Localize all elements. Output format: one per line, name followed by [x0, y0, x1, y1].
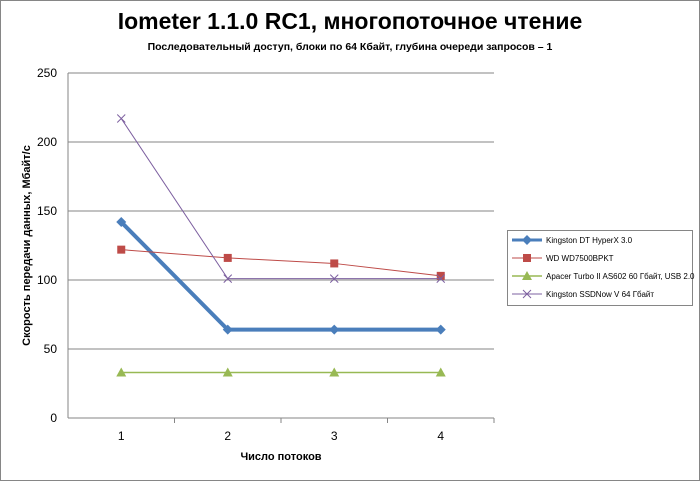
y-tick-label: 100 [37, 273, 57, 287]
legend-item: Apacer Turbo II AS602 60 Гбайт, USB 2.0 [512, 271, 695, 281]
legend-label: WD WD7500BPKT [546, 253, 614, 263]
legend-swatch [512, 254, 542, 262]
x-tick-label: 2 [224, 429, 231, 443]
legend-swatch [512, 271, 542, 280]
chart-title: Iometer 1.1.0 RC1, многопоточное чтение [117, 8, 583, 34]
y-tick-label: 150 [37, 204, 57, 218]
series-1 [117, 245, 445, 280]
y-tick-label: 200 [37, 135, 57, 149]
legend-item: WD WD7500BPKT [512, 253, 614, 263]
legend-swatch [512, 289, 542, 299]
data-point [222, 324, 233, 335]
legend-marker [522, 235, 532, 245]
data-point [116, 367, 127, 377]
data-point [223, 253, 232, 262]
y-tick-label: 250 [37, 66, 57, 80]
data-point [329, 324, 340, 335]
data-point [330, 259, 339, 268]
y-axis-title: Скорость передачи данных, Мбайт/с [21, 145, 33, 346]
legend-label: Kingston SSDNow V 64 Гбайт [546, 289, 655, 299]
series-line [119, 220, 441, 332]
legend-marker [522, 289, 532, 299]
data-point [435, 324, 446, 335]
data-point [436, 274, 446, 283]
y-tick-label: 0 [50, 411, 57, 425]
series-line [120, 118, 441, 280]
legend-item: Kingston SSDNow V 64 Гбайт [512, 289, 654, 299]
data-point [436, 271, 445, 280]
legend-marker [523, 254, 531, 262]
x-tick-label: 3 [331, 429, 338, 443]
data-point [223, 274, 233, 283]
series-3 [116, 114, 446, 283]
series-0 [116, 217, 446, 335]
legend-item: Kingston DT HyperX 3.0 [512, 235, 632, 245]
series-2 [116, 367, 446, 377]
legend-marker [522, 271, 532, 280]
legend-label: Kingston DT HyperX 3.0 [546, 235, 633, 245]
data-point [329, 274, 339, 283]
data-point [329, 367, 340, 377]
x-axis-title: Число потоков [240, 451, 321, 463]
data-point [222, 367, 233, 377]
series-line [121, 249, 441, 277]
x-tick-label: 4 [437, 429, 444, 443]
data-point [116, 114, 126, 123]
data-point [435, 367, 446, 377]
legend-swatch [512, 235, 542, 245]
chart-subtitle: Последовательный доступ, блоки по 64 Кба… [147, 41, 553, 53]
legend: Kingston DT HyperX 3.0 WD WD7500BPKT Apace… [507, 230, 695, 306]
x-tick-label: 1 [118, 429, 125, 443]
legend-label: Apacer Turbo II AS602 60 Гбайт, USB 2.0 [546, 271, 695, 281]
y-tick-label: 50 [44, 342, 58, 356]
data-point [117, 245, 126, 254]
data-point [116, 217, 127, 228]
